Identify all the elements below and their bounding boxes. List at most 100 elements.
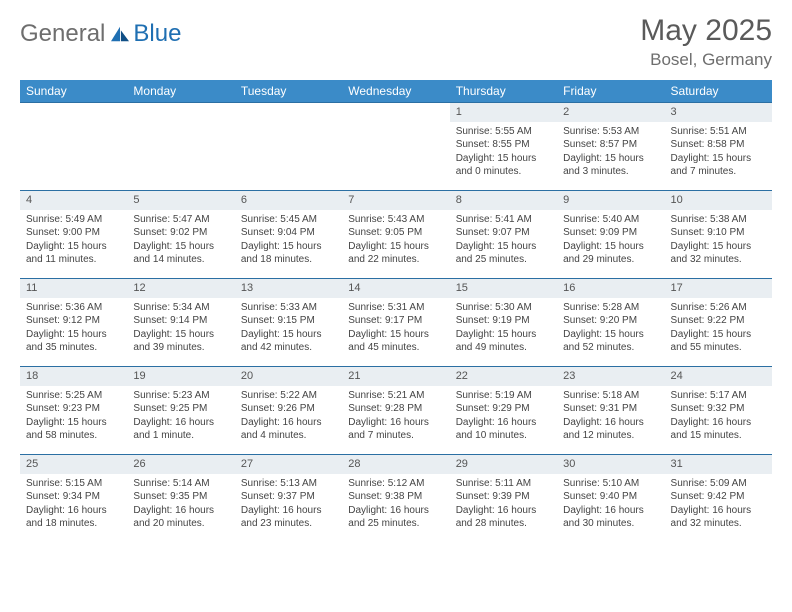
calendar-cell: 1Sunrise: 5:55 AMSunset: 8:55 PMDaylight… [450, 102, 557, 190]
sunrise-text: Sunrise: 5:36 AM [26, 301, 121, 315]
sunrise-text: Sunrise: 5:53 AM [563, 125, 658, 139]
day-number: 11 [20, 278, 127, 298]
sunrise-text: Sunrise: 5:28 AM [563, 301, 658, 315]
sunset-text: Sunset: 9:42 PM [671, 490, 766, 504]
sunset-text: Sunset: 9:40 PM [563, 490, 658, 504]
day-number: 28 [342, 454, 449, 474]
daylight-text: Daylight: 16 hours and 25 minutes. [348, 504, 443, 531]
calendar-week-row: 11Sunrise: 5:36 AMSunset: 9:12 PMDayligh… [20, 278, 772, 366]
daylight-text: Daylight: 15 hours and 18 minutes. [241, 240, 336, 267]
calendar-cell: 20Sunrise: 5:22 AMSunset: 9:26 PMDayligh… [235, 366, 342, 454]
sunset-text: Sunset: 9:00 PM [26, 226, 121, 240]
sunset-text: Sunset: 9:12 PM [26, 314, 121, 328]
daylight-text: Daylight: 15 hours and 45 minutes. [348, 328, 443, 355]
sunrise-text: Sunrise: 5:31 AM [348, 301, 443, 315]
day-number: 29 [450, 454, 557, 474]
calendar-cell: 2Sunrise: 5:53 AMSunset: 8:57 PMDaylight… [557, 102, 664, 190]
sunset-text: Sunset: 9:07 PM [456, 226, 551, 240]
daylight-text: Daylight: 16 hours and 30 minutes. [563, 504, 658, 531]
calendar-cell [127, 102, 234, 190]
brand-logo: General Blue [20, 14, 181, 48]
day-body: Sunrise: 5:43 AMSunset: 9:05 PMDaylight:… [342, 210, 449, 271]
sunset-text: Sunset: 9:29 PM [456, 402, 551, 416]
calendar-table: Sunday Monday Tuesday Wednesday Thursday… [20, 80, 772, 542]
day-body: Sunrise: 5:13 AMSunset: 9:37 PMDaylight:… [235, 474, 342, 535]
day-body: Sunrise: 5:30 AMSunset: 9:19 PMDaylight:… [450, 298, 557, 359]
sunset-text: Sunset: 9:35 PM [133, 490, 228, 504]
sunset-text: Sunset: 8:55 PM [456, 138, 551, 152]
sunset-text: Sunset: 9:02 PM [133, 226, 228, 240]
day-body: Sunrise: 5:10 AMSunset: 9:40 PMDaylight:… [557, 474, 664, 535]
daylight-text: Daylight: 15 hours and 3 minutes. [563, 152, 658, 179]
day-body: Sunrise: 5:12 AMSunset: 9:38 PMDaylight:… [342, 474, 449, 535]
day-header: Sunday [20, 80, 127, 102]
daylight-text: Daylight: 15 hours and 22 minutes. [348, 240, 443, 267]
day-number: 22 [450, 366, 557, 386]
month-title: May 2025 [640, 14, 772, 48]
calendar-cell: 18Sunrise: 5:25 AMSunset: 9:23 PMDayligh… [20, 366, 127, 454]
sunset-text: Sunset: 9:17 PM [348, 314, 443, 328]
calendar-cell: 25Sunrise: 5:15 AMSunset: 9:34 PMDayligh… [20, 454, 127, 542]
calendar-cell: 6Sunrise: 5:45 AMSunset: 9:04 PMDaylight… [235, 190, 342, 278]
daylight-text: Daylight: 16 hours and 23 minutes. [241, 504, 336, 531]
day-body: Sunrise: 5:36 AMSunset: 9:12 PMDaylight:… [20, 298, 127, 359]
day-number: 18 [20, 366, 127, 386]
sunrise-text: Sunrise: 5:51 AM [671, 125, 766, 139]
sunset-text: Sunset: 8:57 PM [563, 138, 658, 152]
calendar-cell: 5Sunrise: 5:47 AMSunset: 9:02 PMDaylight… [127, 190, 234, 278]
day-body: Sunrise: 5:09 AMSunset: 9:42 PMDaylight:… [665, 474, 772, 535]
day-header: Wednesday [342, 80, 449, 102]
daylight-text: Daylight: 15 hours and 55 minutes. [671, 328, 766, 355]
calendar-page: General Blue May 2025 Bosel, Germany Sun… [0, 0, 792, 556]
sunrise-text: Sunrise: 5:40 AM [563, 213, 658, 227]
daylight-text: Daylight: 15 hours and 42 minutes. [241, 328, 336, 355]
day-body: Sunrise: 5:19 AMSunset: 9:29 PMDaylight:… [450, 386, 557, 447]
day-number: 1 [450, 102, 557, 122]
sunset-text: Sunset: 9:23 PM [26, 402, 121, 416]
sunset-text: Sunset: 9:05 PM [348, 226, 443, 240]
calendar-cell: 24Sunrise: 5:17 AMSunset: 9:32 PMDayligh… [665, 366, 772, 454]
daylight-text: Daylight: 16 hours and 15 minutes. [671, 416, 766, 443]
sunset-text: Sunset: 9:38 PM [348, 490, 443, 504]
sunrise-text: Sunrise: 5:43 AM [348, 213, 443, 227]
sunset-text: Sunset: 9:20 PM [563, 314, 658, 328]
brand-text-general: General [20, 20, 105, 48]
sunset-text: Sunset: 9:09 PM [563, 226, 658, 240]
calendar-cell: 28Sunrise: 5:12 AMSunset: 9:38 PMDayligh… [342, 454, 449, 542]
sunrise-text: Sunrise: 5:33 AM [241, 301, 336, 315]
sunrise-text: Sunrise: 5:49 AM [26, 213, 121, 227]
day-number: 12 [127, 278, 234, 298]
day-body: Sunrise: 5:47 AMSunset: 9:02 PMDaylight:… [127, 210, 234, 271]
day-number: 8 [450, 190, 557, 210]
daylight-text: Daylight: 15 hours and 49 minutes. [456, 328, 551, 355]
day-number: 25 [20, 454, 127, 474]
sunset-text: Sunset: 9:22 PM [671, 314, 766, 328]
daylight-text: Daylight: 15 hours and 52 minutes. [563, 328, 658, 355]
day-body: Sunrise: 5:14 AMSunset: 9:35 PMDaylight:… [127, 474, 234, 535]
daylight-text: Daylight: 15 hours and 35 minutes. [26, 328, 121, 355]
sunset-text: Sunset: 9:10 PM [671, 226, 766, 240]
day-body: Sunrise: 5:40 AMSunset: 9:09 PMDaylight:… [557, 210, 664, 271]
day-body: Sunrise: 5:25 AMSunset: 9:23 PMDaylight:… [20, 386, 127, 447]
sunset-text: Sunset: 9:31 PM [563, 402, 658, 416]
location-text: Bosel, Germany [640, 50, 772, 70]
day-body: Sunrise: 5:26 AMSunset: 9:22 PMDaylight:… [665, 298, 772, 359]
sunrise-text: Sunrise: 5:22 AM [241, 389, 336, 403]
sunrise-text: Sunrise: 5:38 AM [671, 213, 766, 227]
day-body: Sunrise: 5:21 AMSunset: 9:28 PMDaylight:… [342, 386, 449, 447]
calendar-cell: 22Sunrise: 5:19 AMSunset: 9:29 PMDayligh… [450, 366, 557, 454]
sunrise-text: Sunrise: 5:17 AM [671, 389, 766, 403]
daylight-text: Daylight: 16 hours and 12 minutes. [563, 416, 658, 443]
sunset-text: Sunset: 9:14 PM [133, 314, 228, 328]
calendar-cell: 8Sunrise: 5:41 AMSunset: 9:07 PMDaylight… [450, 190, 557, 278]
calendar-cell: 19Sunrise: 5:23 AMSunset: 9:25 PMDayligh… [127, 366, 234, 454]
sunrise-text: Sunrise: 5:12 AM [348, 477, 443, 491]
day-number: 19 [127, 366, 234, 386]
sunrise-text: Sunrise: 5:45 AM [241, 213, 336, 227]
day-number: 23 [557, 366, 664, 386]
day-body: Sunrise: 5:49 AMSunset: 9:00 PMDaylight:… [20, 210, 127, 271]
day-number: 26 [127, 454, 234, 474]
daylight-text: Daylight: 16 hours and 28 minutes. [456, 504, 551, 531]
calendar-cell: 30Sunrise: 5:10 AMSunset: 9:40 PMDayligh… [557, 454, 664, 542]
sunrise-text: Sunrise: 5:13 AM [241, 477, 336, 491]
